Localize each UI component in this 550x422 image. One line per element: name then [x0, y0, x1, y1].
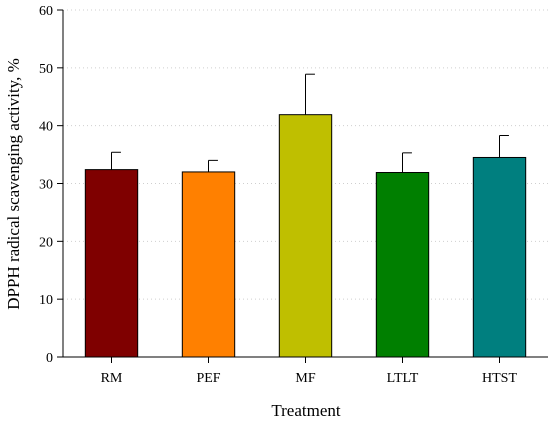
x-tick-label-pef: PEF	[196, 371, 220, 386]
x-tick-label-mf: MF	[295, 371, 315, 386]
y-tick-labels: 0 10 20 30 40 50 60	[39, 4, 53, 366]
y-tick-label: 20	[39, 235, 53, 250]
y-tick-label: 0	[46, 351, 53, 366]
y-axis-title: DPPH radical scavenging activity, %	[4, 58, 23, 309]
bar-htst	[472, 156, 527, 358]
x-axis-title: Treatment	[271, 401, 341, 420]
gridlines	[63, 9, 548, 300]
x-tick-label-ltlt: LTLT	[387, 371, 419, 386]
y-tick-label: 10	[39, 293, 53, 308]
x-tick-label-htst: HTST	[482, 371, 517, 386]
x-tick-label-rm: RM	[101, 371, 123, 386]
axes	[57, 9, 548, 363]
y-tick-label: 50	[39, 62, 53, 77]
y-tick-label: 30	[39, 178, 53, 193]
bars	[84, 114, 527, 358]
bar-ltlt	[375, 172, 430, 358]
bar-rm	[84, 169, 139, 358]
bar-pef	[181, 171, 236, 358]
error-bars	[111, 73, 509, 173]
y-tick-label: 40	[39, 120, 53, 135]
y-tick-label: 60	[39, 4, 53, 19]
x-tick-labels: RM PEF MF LTLT HTST	[101, 371, 518, 386]
bar-mf	[278, 114, 333, 358]
